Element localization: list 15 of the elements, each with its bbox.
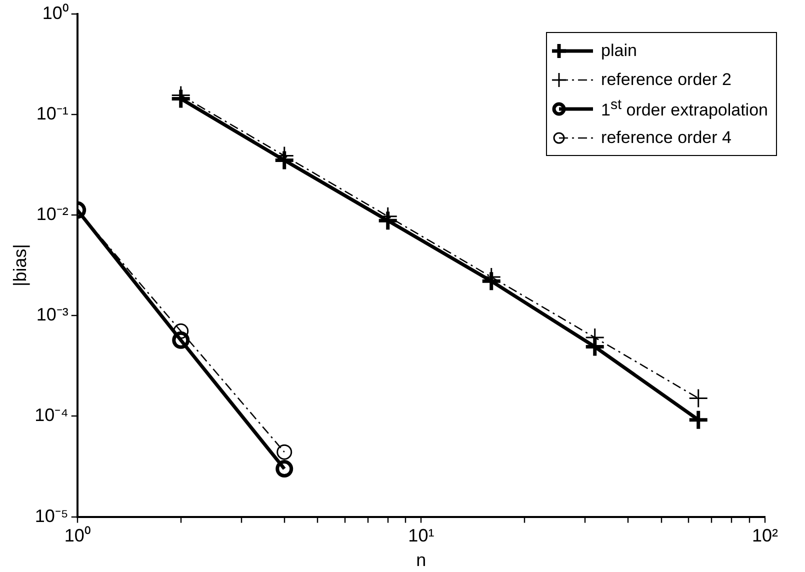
y-tick-label: 10⁰ bbox=[42, 2, 68, 23]
y-tick-label: 10⁻³ bbox=[36, 304, 68, 325]
y-tick-label: 10⁻² bbox=[36, 204, 68, 224]
x-axis-title: n bbox=[416, 550, 426, 570]
y-tick-label: 10⁻¹ bbox=[36, 103, 68, 124]
x-tick-label: 10² bbox=[752, 526, 778, 546]
legend-label: reference order 2 bbox=[601, 70, 732, 90]
legend-label: reference order 4 bbox=[601, 128, 732, 148]
y-tick-label: 10⁻⁴ bbox=[34, 405, 68, 426]
y-axis-title: |bias| bbox=[10, 244, 30, 286]
y-tick-label: 10⁻⁵ bbox=[34, 506, 68, 526]
x-tick-label: 10¹ bbox=[408, 526, 434, 546]
legend-label: plain bbox=[601, 40, 637, 60]
legend-label: 1$^{st}$ order extrapolation bbox=[601, 96, 768, 120]
x-tick-label: 10⁰ bbox=[64, 526, 90, 546]
